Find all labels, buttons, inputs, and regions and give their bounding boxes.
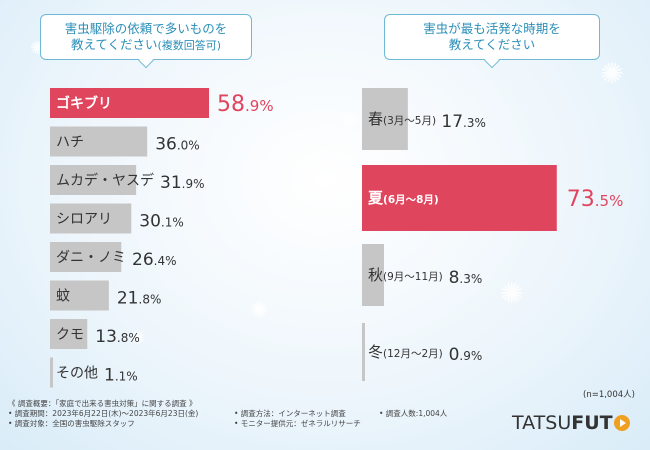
survey-target: • 調査対象：全国の害虫駆除スタッフ	[8, 419, 135, 428]
left-category-label-7: その他	[56, 366, 98, 382]
left-bar-6	[50, 319, 88, 349]
logo-text-1: TATSU	[512, 412, 572, 434]
survey-period: • 調査期間：2023年6月22日(木)～2023年6月23日(金)	[8, 409, 199, 418]
sparkle-icon: ✺	[500, 277, 524, 310]
left-bar-0	[50, 88, 210, 118]
survey-method: • 調査方法：インターネット調査	[234, 409, 346, 418]
left-question-line1: 害虫駆除の依頼で多いものを	[64, 21, 228, 36]
right-bar-1	[362, 165, 557, 231]
logo-text-2: FUT	[571, 412, 613, 434]
left-value-label-2: 31.9%	[160, 173, 205, 193]
survey-footer: 《 調査概要：「家庭で出来る害虫対策」に関する調査 》 • 調査期間：2023年…	[8, 399, 499, 429]
play-icon	[613, 415, 630, 431]
right-value-label-0: 17.3%	[441, 112, 486, 132]
right-bar-3	[362, 323, 365, 381]
survey-provider: • モニター提供元：ゼネラルリサーチ	[234, 419, 361, 428]
right-bar-2	[362, 244, 384, 306]
right-category-label-3: 冬(12月～2月)	[368, 343, 443, 361]
left-category-label-0: ゴキブリ	[56, 95, 112, 112]
sparkle-icon: ✺	[130, 328, 146, 349]
right-value-label-3: 0.9%	[449, 345, 483, 365]
right-value-label-1: 73.5%	[567, 187, 624, 212]
left-category-label-6: クモ	[56, 327, 84, 343]
sample-size-note: (n=1,004人)	[583, 390, 635, 400]
sparkle-icon: ✺	[340, 108, 359, 133]
left-value-label-3: 30.1%	[139, 212, 184, 232]
left-question-note: (複数回答可)	[157, 39, 222, 52]
left-bar-5	[50, 280, 109, 311]
right-category-label-1: 夏(6月～8月)	[367, 189, 439, 207]
right-value-label-2: 8.3%	[449, 268, 483, 288]
left-category-label-2: ムカデ・ヤスデ	[56, 172, 154, 189]
right-category-label-0: 春(3月～5月)	[368, 110, 436, 128]
left-question-line2: 教えてください	[70, 37, 158, 52]
left-question-callout: 害虫駆除の依頼で多いものを 教えてください(複数回答可)	[40, 14, 252, 60]
survey-overview: 《 調査概要：「家庭で出来る害虫対策」に関する調査 》	[8, 399, 197, 408]
right-question-line1: 害虫が最も活発な時期を	[423, 21, 561, 36]
left-category-label-1: ハチ	[56, 135, 84, 151]
sparkle-icon: ✺	[600, 57, 624, 90]
right-question-line2: 教えてください	[448, 37, 536, 52]
left-value-label-1: 36.0%	[155, 135, 200, 155]
sparkle-icon: ✺	[250, 298, 269, 323]
tatsufuto-logo: TATSUFUT	[512, 412, 630, 434]
left-bar-3	[50, 203, 132, 234]
left-value-label-5: 21.8%	[117, 289, 162, 309]
left-bar-2	[50, 165, 137, 195]
right-bar-0	[362, 88, 408, 150]
left-value-label-0: 58.9%	[217, 92, 274, 117]
left-category-label-3: シロアリ	[56, 212, 112, 228]
left-value-label-6: 13.8%	[95, 327, 140, 347]
left-category-label-5: 蚊	[56, 289, 70, 305]
left-bar-4	[50, 242, 122, 272]
left-bar-1	[50, 126, 148, 157]
left-value-label-4: 26.4%	[132, 250, 177, 270]
survey-count: • 調査人数:1,004人	[379, 409, 448, 418]
right-category-label-2: 秋(9月～11月)	[368, 266, 443, 284]
left-value-label-7: 1.1%	[104, 366, 138, 386]
bar-charts: ゴキブリ 58.9% ハチ 36.0%ムカデ・ヤスデ 31.9% シロアリ 30.1% ダニ・…	[50, 88, 624, 388]
right-question-callout: 害虫が最も活発な時期を 教えてください	[384, 14, 600, 60]
left-category-label-4: ダニ・ノミ	[56, 250, 126, 266]
left-bar-7	[50, 357, 53, 388]
